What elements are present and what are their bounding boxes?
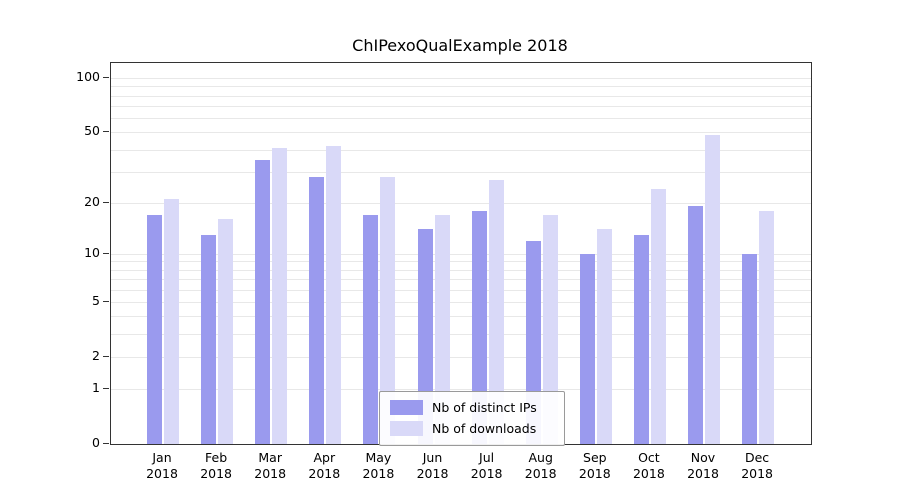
bar-distinct-ips-jul <box>471 210 487 444</box>
gridline <box>111 261 811 263</box>
y-tick-label: 5 <box>92 292 100 308</box>
bar-distinct-ips-jun <box>417 229 433 444</box>
bar-downloads-oct <box>650 188 666 444</box>
gridline <box>111 78 811 79</box>
y-tick-label: 1 <box>92 380 100 395</box>
gridline <box>111 118 811 119</box>
bar-downloads-may <box>380 177 396 444</box>
gridline <box>111 316 811 318</box>
bar-distinct-ips-sep <box>579 253 595 444</box>
y-tick-label: 10 <box>84 244 100 260</box>
x-tick-label: Nov 2018 <box>687 450 719 481</box>
gridline <box>111 334 811 336</box>
bar-distinct-ips-may <box>363 214 379 444</box>
bar-distinct-ips-jan <box>147 214 162 444</box>
y-tick-mark <box>103 388 109 389</box>
legend: Nb of distinct IPs Nb of downloads <box>379 391 565 446</box>
y-tick-label: 0 <box>92 435 100 450</box>
bar-downloads-jul <box>488 179 504 444</box>
legend-item-distinct-ips: Nb of distinct IPs <box>390 397 556 418</box>
legend-label-distinct-ips: Nb of distinct IPs <box>432 400 537 415</box>
gridline <box>111 86 811 88</box>
x-tick-label: Oct 2018 <box>632 450 665 481</box>
y-tick-mark <box>103 201 109 203</box>
gridline <box>111 202 811 204</box>
y-tick-mark <box>103 131 109 133</box>
plot-area: Nb of distinct IPs Nb of downloads <box>110 62 812 446</box>
gridline <box>111 301 811 303</box>
gridline <box>111 269 811 271</box>
y-tick-label: 2 <box>92 347 100 363</box>
x-tick-label: Apr 2018 <box>308 450 341 481</box>
chart-title: ChIPexoQualExample 2018 <box>352 36 568 55</box>
gridline <box>111 95 811 97</box>
bar-downloads-jun <box>434 214 450 444</box>
bar-distinct-ips-nov <box>688 206 703 444</box>
bar-distinct-ips-feb <box>201 234 217 444</box>
legend-swatch-distinct-ips <box>390 400 423 415</box>
bar-downloads-nov <box>705 135 720 444</box>
legend-item-downloads: Nb of downloads <box>390 418 556 439</box>
legend-swatch-downloads <box>390 421 423 436</box>
x-tick-label: Mar 2018 <box>254 450 287 481</box>
gridline <box>111 289 811 291</box>
gridline <box>111 389 811 390</box>
x-tick-label: Aug 2018 <box>524 450 557 481</box>
y-tick-mark <box>103 443 109 444</box>
bar-downloads-mar <box>272 147 288 444</box>
bar-distinct-ips-mar <box>255 159 271 444</box>
gridline <box>111 253 811 255</box>
bar-distinct-ips-oct <box>633 234 649 444</box>
gridline <box>111 171 811 173</box>
x-tick-label: Jul 2018 <box>470 450 503 481</box>
x-tick-label: May 2018 <box>362 450 395 481</box>
gridline <box>111 106 811 107</box>
legend-label-downloads: Nb of downloads <box>432 421 537 436</box>
bar-downloads-dec <box>759 210 775 444</box>
y-tick-label: 20 <box>84 193 100 209</box>
x-tick-label: Dec 2018 <box>741 450 773 481</box>
gridline <box>111 356 811 358</box>
gridline <box>111 132 811 134</box>
y-tick-mark <box>103 355 109 357</box>
x-tick-label: Jan 2018 <box>146 450 178 481</box>
y-tick-label: 100 <box>76 69 100 84</box>
bar-downloads-aug <box>542 214 558 444</box>
y-tick-mark <box>103 77 109 78</box>
y-tick-mark <box>103 300 109 302</box>
bar-downloads-jan <box>164 198 179 444</box>
bar-downloads-apr <box>326 145 342 444</box>
x-tick-label: Jun 2018 <box>416 450 449 481</box>
bar-distinct-ips-dec <box>742 253 758 444</box>
x-tick-label: Sep 2018 <box>578 450 611 481</box>
y-tick-label: 50 <box>84 123 100 139</box>
bar-downloads-feb <box>218 219 234 444</box>
y-tick-mark <box>103 252 109 254</box>
bar-downloads-sep <box>596 229 612 444</box>
bar-distinct-ips-apr <box>309 177 325 444</box>
gridline <box>111 149 811 151</box>
x-tick-label: Feb 2018 <box>200 450 232 481</box>
gridline <box>111 279 811 281</box>
